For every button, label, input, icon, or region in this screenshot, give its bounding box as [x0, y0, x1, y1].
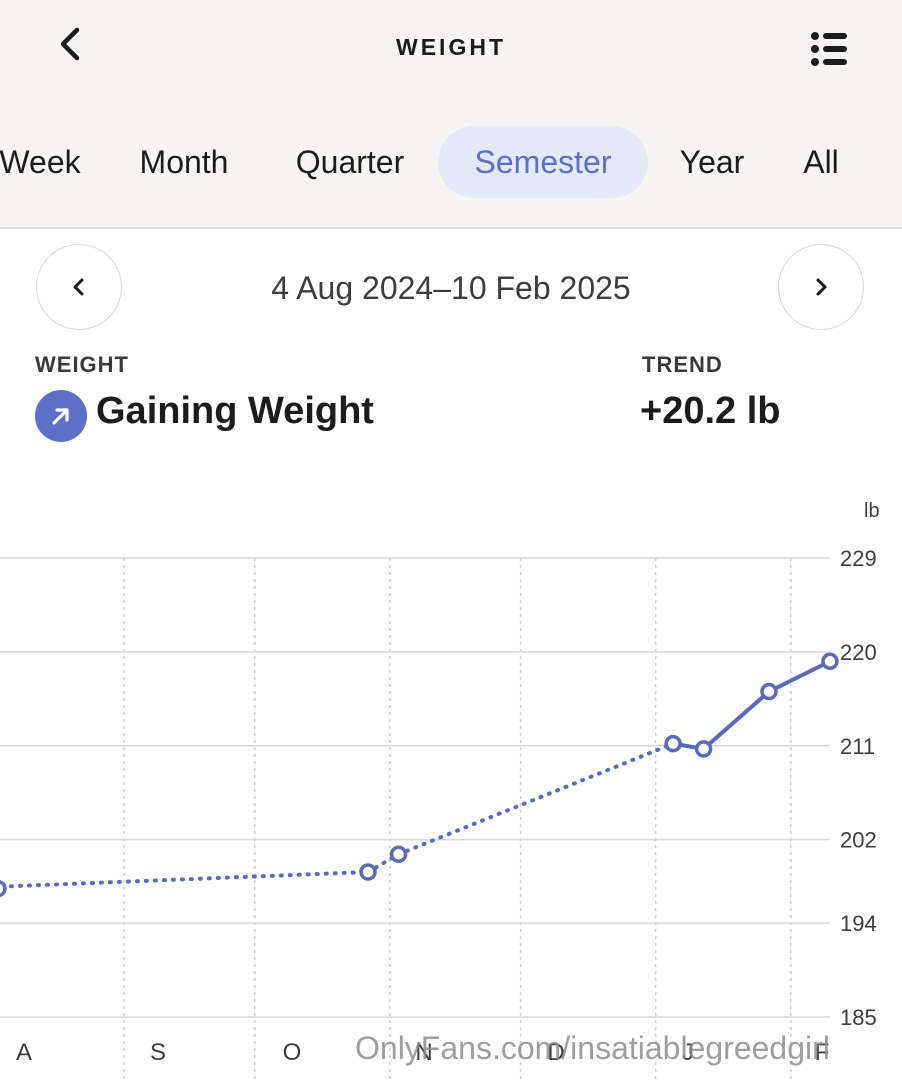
data-point[interactable] — [389, 845, 408, 864]
tab-semester[interactable]: Semester — [438, 126, 648, 198]
y-tick-label: 185 — [840, 1005, 877, 1030]
weight-chart: 229 220 211 202 194 185 A S O N D J F — [0, 546, 877, 1080]
weight-status: Gaining Weight — [96, 390, 374, 432]
y-tick-label: 211 — [840, 734, 875, 759]
top-header: WEIGHT Week Month Quarter Semester Year … — [0, 0, 902, 229]
x-tick-label: J — [682, 1039, 694, 1066]
data-point[interactable] — [760, 682, 778, 701]
trend-label: TREND — [642, 352, 723, 377]
y-tick-label: 202 — [840, 828, 877, 853]
series-segment — [701, 689, 771, 751]
chevron-left-icon — [73, 278, 84, 296]
chevron-right-icon — [816, 278, 827, 296]
tab-quarter[interactable]: Quarter — [295, 144, 405, 180]
y-tick-label: 220 — [840, 640, 877, 665]
x-tick-label: O — [283, 1039, 302, 1066]
x-tick-label: N — [415, 1039, 432, 1066]
x-tick-label: A — [16, 1039, 32, 1066]
page-title: WEIGHT — [396, 34, 506, 60]
tab-year[interactable]: Year — [679, 144, 745, 180]
list-menu-button[interactable] — [800, 24, 860, 74]
next-period-button[interactable] — [778, 244, 864, 330]
x-tick-label: F — [815, 1039, 830, 1066]
data-point[interactable] — [694, 740, 713, 758]
series-segment — [766, 659, 832, 694]
weight-label: WEIGHT — [35, 352, 129, 377]
trend-value: +20.2 lb — [640, 390, 781, 432]
tab-all[interactable]: All — [803, 144, 839, 180]
data-point[interactable] — [0, 880, 7, 898]
arrow-up-right-icon — [35, 390, 87, 442]
back-button[interactable] — [44, 20, 96, 68]
watermark: OnlyFans.com/insatiablegreedgirl — [355, 1030, 830, 1066]
previous-period-button[interactable] — [36, 244, 122, 330]
data-point[interactable] — [359, 863, 377, 881]
date-range: 4 Aug 2024–10 Feb 2025 — [271, 270, 631, 306]
x-tick-label: D — [547, 1039, 564, 1066]
x-tick-label: S — [150, 1039, 166, 1066]
tab-month[interactable]: Month — [139, 144, 229, 180]
y-tick-label: 229 — [840, 546, 877, 571]
tab-week[interactable]: Week — [0, 144, 81, 180]
chevron-left-icon — [60, 27, 80, 61]
series-segment — [396, 741, 676, 857]
list-icon — [811, 32, 847, 66]
y-tick-label: 194 — [840, 911, 877, 936]
period-tabs: Week Month Quarter Semester Year All — [0, 126, 902, 198]
y-axis-unit: lb — [864, 500, 880, 522]
series-segment — [0, 869, 371, 889]
data-point[interactable] — [821, 652, 839, 671]
data-point[interactable] — [664, 734, 682, 753]
